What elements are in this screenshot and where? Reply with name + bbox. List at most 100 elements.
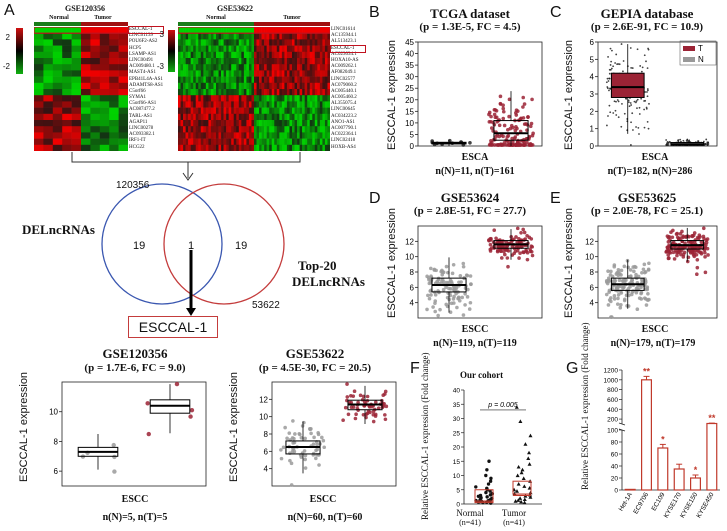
heatmap-cell	[233, 120, 237, 127]
heatmap-cell	[213, 51, 217, 59]
y-tick-label: 60	[611, 452, 619, 459]
heatmap-cell	[302, 76, 305, 84]
heatmap-cell	[218, 144, 222, 151]
heatmap-cell	[254, 33, 257, 40]
heatmap-cell	[198, 33, 202, 40]
heatmap-cell	[284, 27, 288, 34]
venn-diagram	[101, 183, 285, 316]
heatmap-cell	[226, 58, 229, 65]
heatmap-cell	[185, 126, 189, 133]
box	[493, 120, 529, 141]
data-point	[702, 236, 706, 241]
data-point	[433, 309, 438, 314]
heatmap-cell	[223, 70, 227, 77]
data-point	[459, 280, 463, 284]
data-point	[312, 435, 316, 440]
heatmap-cell	[251, 82, 255, 90]
data-point	[692, 254, 697, 259]
heatmap-cell	[43, 51, 54, 59]
heatmap-cell	[109, 39, 119, 46]
heatmap-cell	[266, 82, 270, 90]
heatmap-cell	[238, 113, 242, 121]
heatmap-cell	[43, 107, 54, 115]
data-point	[695, 272, 699, 277]
heatmap-cell	[218, 95, 222, 102]
data-point	[697, 250, 702, 255]
heatmap-cell	[299, 82, 303, 90]
heatmap-cell	[193, 113, 197, 121]
heatmap-cell	[231, 33, 235, 40]
y-tick-label: 100	[607, 428, 618, 435]
data-point	[521, 476, 526, 480]
data-point	[502, 123, 507, 128]
heatmap-cell	[233, 126, 237, 133]
heatmap-cell	[251, 138, 255, 146]
y-tick-label: 12	[585, 237, 594, 246]
heatmap-cell	[213, 27, 217, 34]
heatmap-cell	[281, 107, 285, 115]
heatmap-cell	[297, 51, 300, 59]
data-point	[630, 104, 633, 106]
heatmap-cell	[322, 120, 326, 127]
heatmap-cell	[241, 107, 245, 115]
data-point	[666, 142, 668, 145]
data-point	[632, 269, 636, 274]
data-point	[444, 302, 449, 307]
data-point	[322, 445, 327, 450]
heatmap-cell	[178, 82, 181, 90]
data-point	[641, 267, 646, 272]
heatmap-cell	[307, 132, 311, 139]
panel-d-title: GSE53624	[440, 190, 500, 205]
data-point	[428, 289, 433, 293]
heatmap-cell	[208, 45, 212, 53]
venn-right-id: 53622	[252, 300, 280, 311]
heatmap-cell	[327, 45, 330, 53]
heatmap-cell	[198, 144, 202, 151]
heatmap-cell	[302, 82, 305, 90]
heatmap-cell	[289, 138, 293, 146]
heatmap-cell	[289, 101, 293, 108]
heatmap-cell	[180, 132, 184, 139]
data-point	[635, 101, 637, 104]
heatmap-cell	[276, 58, 280, 65]
heatmap-cell	[264, 101, 267, 108]
panel-b-title: TCGA dataset	[430, 6, 510, 21]
data-point	[681, 255, 686, 259]
heatmap-cell	[216, 95, 219, 102]
heatmap-cell	[317, 27, 321, 34]
heatmap-cell	[292, 113, 295, 121]
heatmap-cell	[208, 120, 212, 127]
heatmap-cell	[276, 144, 280, 151]
y-tick-label: 4	[264, 465, 269, 474]
heatmap-cell	[264, 107, 267, 115]
data-point	[514, 405, 519, 409]
data-point	[646, 88, 649, 90]
data-point	[484, 473, 488, 478]
heatmap-cell	[271, 70, 275, 77]
heatmap-cell	[243, 138, 247, 146]
data-point	[525, 140, 529, 145]
data-point	[293, 432, 297, 436]
data-point	[695, 257, 700, 262]
heatmap-cell	[190, 126, 194, 133]
heatmap-cell	[81, 101, 91, 108]
heatmap-cell	[210, 51, 214, 59]
heatmap-cell	[322, 58, 326, 65]
heatmap-cell	[71, 132, 82, 139]
gene-label: AC135944.1	[331, 33, 357, 39]
heatmap-cell	[62, 144, 72, 151]
heatmap-cell	[221, 64, 224, 71]
heatmap-cell	[228, 82, 232, 90]
heatmap-cell	[238, 120, 242, 127]
data-point	[530, 245, 535, 249]
data-point	[496, 143, 501, 147]
heatmap-cell	[236, 76, 240, 84]
heatmap-cell	[312, 39, 316, 46]
heatmap-cell	[286, 39, 290, 46]
data-point	[630, 67, 633, 69]
heatmap-cell	[289, 126, 293, 133]
data-point	[625, 303, 629, 308]
heatmap-cell	[90, 33, 101, 40]
heatmap-cell	[193, 107, 197, 115]
heatmap-cell	[246, 113, 250, 121]
